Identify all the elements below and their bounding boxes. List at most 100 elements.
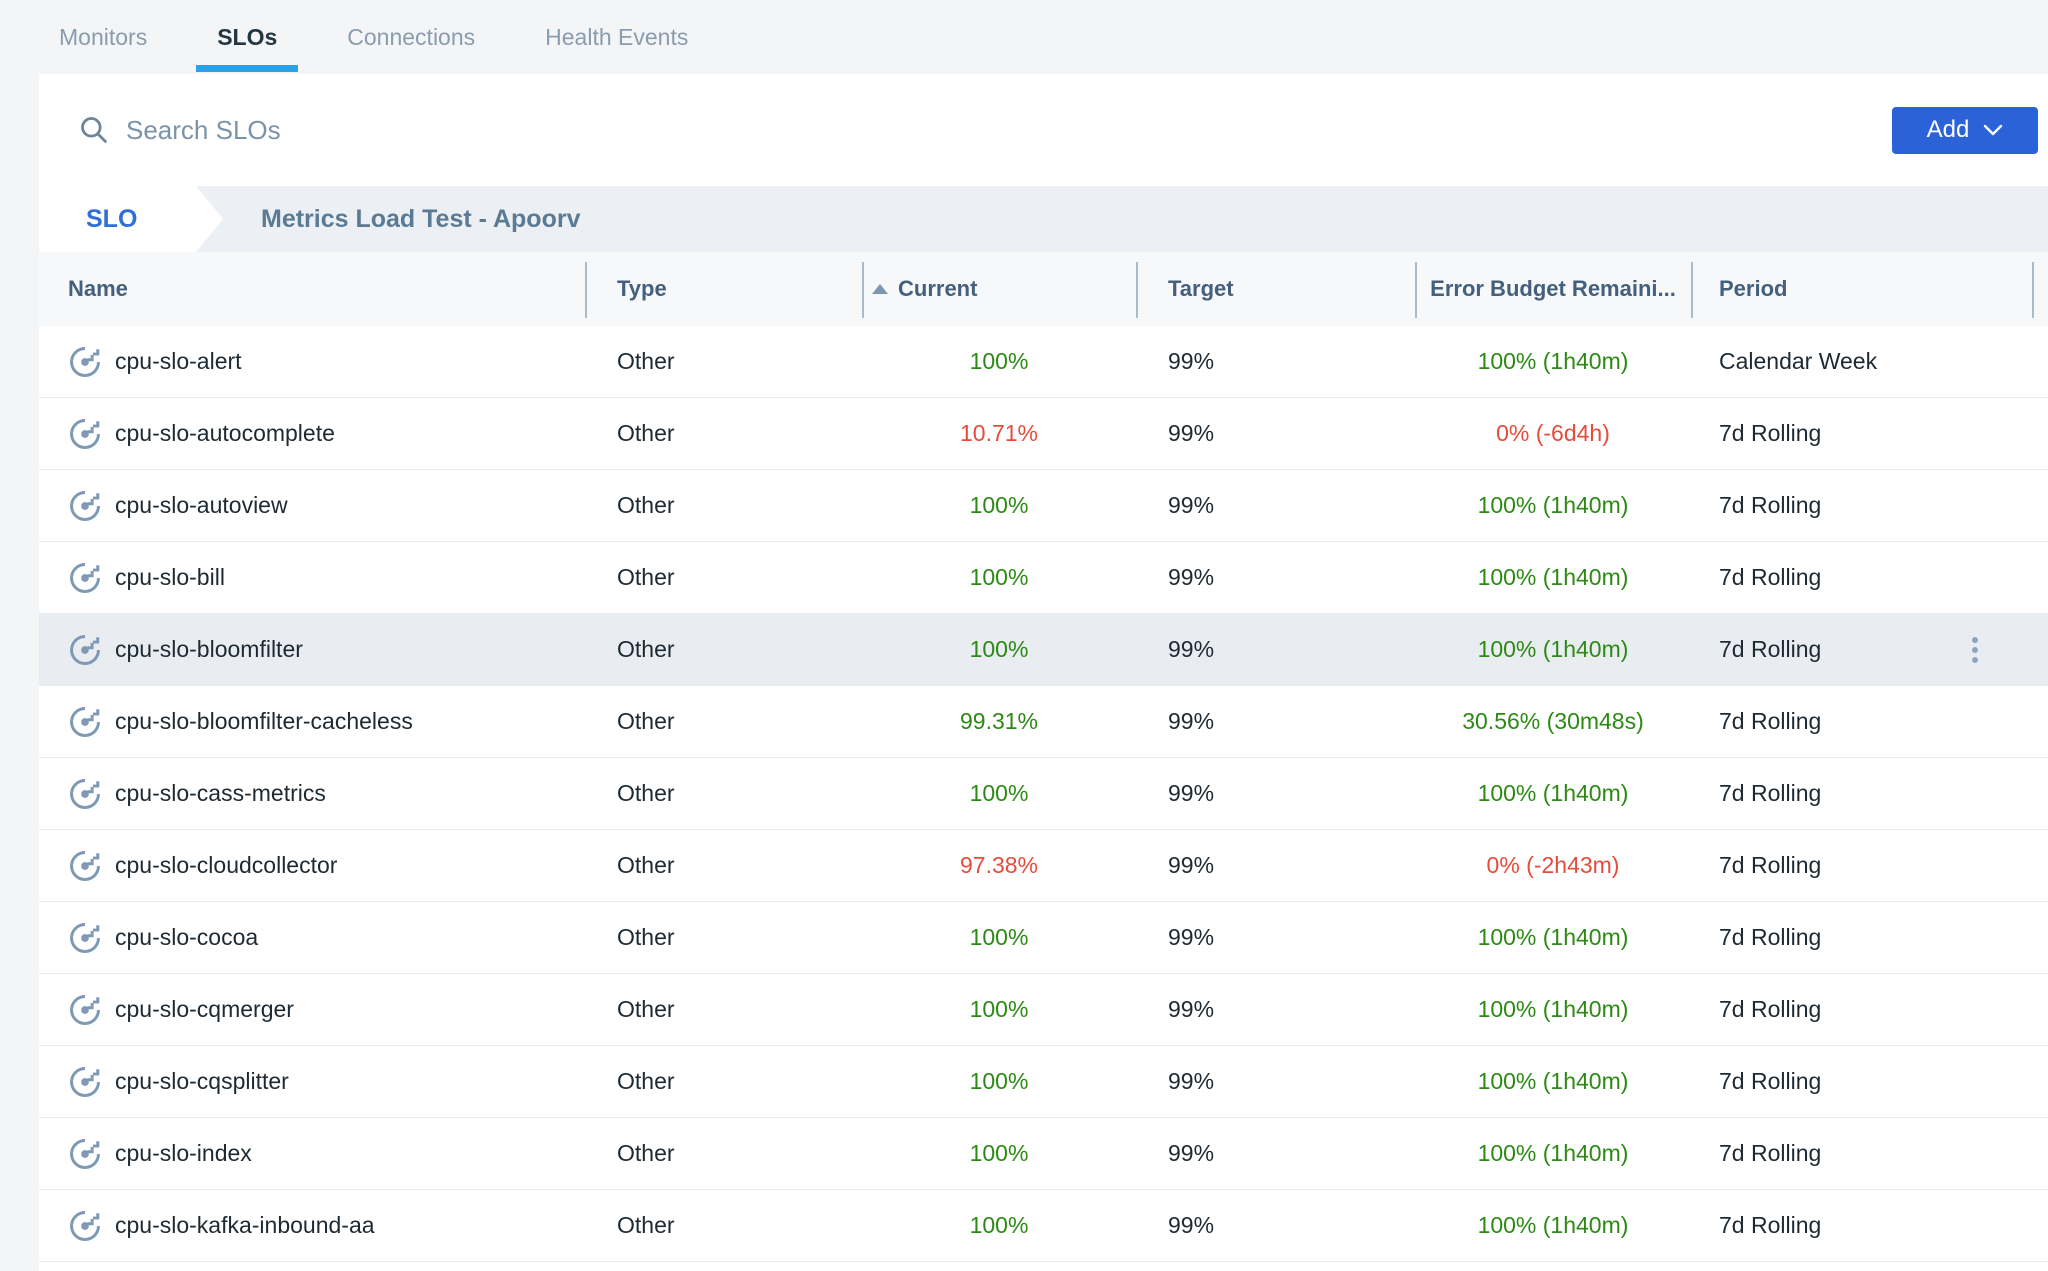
sort-ascending-icon xyxy=(872,284,888,294)
table-row[interactable]: cpu-slo-kafka-inbound-aa Other 100% 99% … xyxy=(39,1190,2048,1262)
page-title: Metrics Load Test - Apoorv xyxy=(261,204,581,233)
column-header-period[interactable]: Period xyxy=(1691,252,2048,326)
tab-slos[interactable]: SLOs xyxy=(196,0,299,74)
slo-type: Other xyxy=(617,636,675,662)
slo-current-value: 100% xyxy=(969,564,1029,590)
top-tab-bar: Monitors SLOs Connections Health Events xyxy=(0,0,2048,74)
slo-current-value: 100% xyxy=(969,1140,1029,1166)
slo-error-budget-value: 100% (1h40m) xyxy=(1477,924,1629,950)
slo-name: cpu-slo-bill xyxy=(115,564,225,590)
column-header-current[interactable]: Current xyxy=(862,252,1136,326)
slo-target-value: 99% xyxy=(1168,348,1215,374)
table-row[interactable]: cpu-slo-bloomfilter-cacheless Other 99.3… xyxy=(39,686,2048,758)
slo-target-value: 99% xyxy=(1168,852,1215,878)
slo-error-budget-value: 100% (1h40m) xyxy=(1477,1212,1629,1238)
slo-current-value: 10.71% xyxy=(959,420,1038,446)
table-header: Name Type Current Target Error Budget Re… xyxy=(39,252,2048,326)
slo-name: cpu-slo-autocomplete xyxy=(115,420,335,446)
slo-name: cpu-slo-cqmerger xyxy=(115,996,294,1022)
slo-name: cpu-slo-cloudcollector xyxy=(115,852,338,878)
slo-name: cpu-slo-bloomfilter xyxy=(115,636,303,662)
slo-error-budget-value: 100% (1h40m) xyxy=(1477,1068,1629,1094)
breadcrumb: SLO Metrics Load Test - Apoorv xyxy=(39,186,2048,252)
table-row[interactable]: cpu-slo-autoview Other 100% 99% 100% (1h… xyxy=(39,470,2048,542)
slo-gauge-icon xyxy=(68,705,102,739)
tab-health-events[interactable]: Health Events xyxy=(545,23,689,50)
slo-error-budget-value: 100% (1h40m) xyxy=(1477,564,1629,590)
slo-target-value: 99% xyxy=(1168,996,1215,1022)
table-row[interactable]: cpu-slo-cocoa Other 100% 99% 100% (1h40m… xyxy=(39,902,2048,974)
slo-name: cpu-slo-cass-metrics xyxy=(115,780,326,806)
slo-error-budget-value: 100% (1h40m) xyxy=(1477,780,1629,806)
slo-current-value: 100% xyxy=(969,1212,1029,1238)
slo-period: 7d Rolling xyxy=(1719,924,1822,950)
slo-period: 7d Rolling xyxy=(1719,636,1822,662)
column-header-type[interactable]: Type xyxy=(585,252,862,326)
slo-error-budget-value: 100% (1h40m) xyxy=(1477,492,1629,518)
slo-error-budget-value: 30.56% (30m48s) xyxy=(1462,708,1644,734)
slo-target-value: 99% xyxy=(1168,420,1215,446)
add-button-label: Add xyxy=(1926,116,1970,143)
slo-period: 7d Rolling xyxy=(1719,1068,1822,1094)
slo-period: 7d Rolling xyxy=(1719,564,1822,590)
slo-table-body: cpu-slo-alert Other 100% 99% 100% (1h40m… xyxy=(39,326,2048,1262)
slo-period: 7d Rolling xyxy=(1719,852,1822,878)
slo-period: 7d Rolling xyxy=(1719,1140,1822,1166)
table-row[interactable]: cpu-slo-cass-metrics Other 100% 99% 100%… xyxy=(39,758,2048,830)
search-input[interactable] xyxy=(126,114,1892,146)
slo-gauge-icon xyxy=(68,1209,102,1243)
kebab-menu-icon[interactable] xyxy=(1966,631,1984,669)
column-header-target[interactable]: Target xyxy=(1136,252,1415,326)
slo-name: cpu-slo-kafka-inbound-aa xyxy=(115,1212,375,1238)
table-row[interactable]: cpu-slo-cloudcollector Other 97.38% 99% … xyxy=(39,830,2048,902)
slo-error-budget-value: 100% (1h40m) xyxy=(1477,636,1629,662)
slo-gauge-icon xyxy=(68,777,102,811)
slo-current-value: 100% xyxy=(969,1068,1029,1094)
slo-type: Other xyxy=(617,780,675,806)
table-row[interactable]: cpu-slo-bill Other 100% 99% 100% (1h40m)… xyxy=(39,542,2048,614)
slo-gauge-icon xyxy=(68,921,102,955)
slo-target-value: 99% xyxy=(1168,1140,1215,1166)
table-row[interactable]: cpu-slo-bloomfilter Other 100% 99% 100% … xyxy=(39,614,2048,686)
slo-type: Other xyxy=(617,1140,675,1166)
slo-gauge-icon xyxy=(68,1137,102,1171)
slo-period: 7d Rolling xyxy=(1719,708,1822,734)
tab-connections[interactable]: Connections xyxy=(347,23,476,50)
slo-target-value: 99% xyxy=(1168,780,1215,806)
slo-period: 7d Rolling xyxy=(1719,492,1822,518)
table-row[interactable]: cpu-slo-cqsplitter Other 100% 99% 100% (… xyxy=(39,1046,2048,1118)
table-row[interactable]: cpu-slo-autocomplete Other 10.71% 99% 0%… xyxy=(39,398,2048,470)
tab-monitors[interactable]: Monitors xyxy=(59,23,148,50)
add-button[interactable]: Add xyxy=(1892,106,2038,154)
slo-target-value: 99% xyxy=(1168,708,1215,734)
slo-type: Other xyxy=(617,420,675,446)
slo-name: cpu-slo-cqsplitter xyxy=(115,1068,289,1094)
table-row[interactable]: cpu-slo-alert Other 100% 99% 100% (1h40m… xyxy=(39,326,2048,398)
slo-target-value: 99% xyxy=(1168,564,1215,590)
slo-error-budget-value: 0% (-6d4h) xyxy=(1496,420,1610,446)
slo-name: cpu-slo-bloomfilter-cacheless xyxy=(115,708,413,734)
slo-target-value: 99% xyxy=(1168,636,1215,662)
slo-name: cpu-slo-cocoa xyxy=(115,924,259,950)
column-header-error-budget[interactable]: Error Budget Remaini... xyxy=(1415,252,1691,326)
table-row[interactable]: cpu-slo-index Other 100% 99% 100% (1h40m… xyxy=(39,1118,2048,1190)
breadcrumb-type-label: SLO xyxy=(86,204,138,233)
slo-gauge-icon xyxy=(68,417,102,451)
slo-error-budget-value: 100% (1h40m) xyxy=(1477,348,1629,374)
slo-gauge-icon xyxy=(68,345,102,379)
slo-type: Other xyxy=(617,492,675,518)
slo-current-value: 100% xyxy=(969,924,1029,950)
slo-target-value: 99% xyxy=(1168,492,1215,518)
slo-gauge-icon xyxy=(68,849,102,883)
slo-error-budget-value: 100% (1h40m) xyxy=(1477,1140,1629,1166)
slo-current-value: 99.31% xyxy=(959,708,1038,734)
table-row[interactable]: cpu-slo-cqmerger Other 100% 99% 100% (1h… xyxy=(39,974,2048,1046)
slo-period: 7d Rolling xyxy=(1719,996,1822,1022)
column-header-name[interactable]: Name xyxy=(68,276,128,301)
slo-type: Other xyxy=(617,348,675,374)
slo-gauge-icon xyxy=(68,489,102,523)
slo-current-value: 100% xyxy=(969,780,1029,806)
slo-type: Other xyxy=(617,1068,675,1094)
breadcrumb-slo-chip[interactable]: SLO xyxy=(39,186,223,252)
slo-type: Other xyxy=(617,564,675,590)
